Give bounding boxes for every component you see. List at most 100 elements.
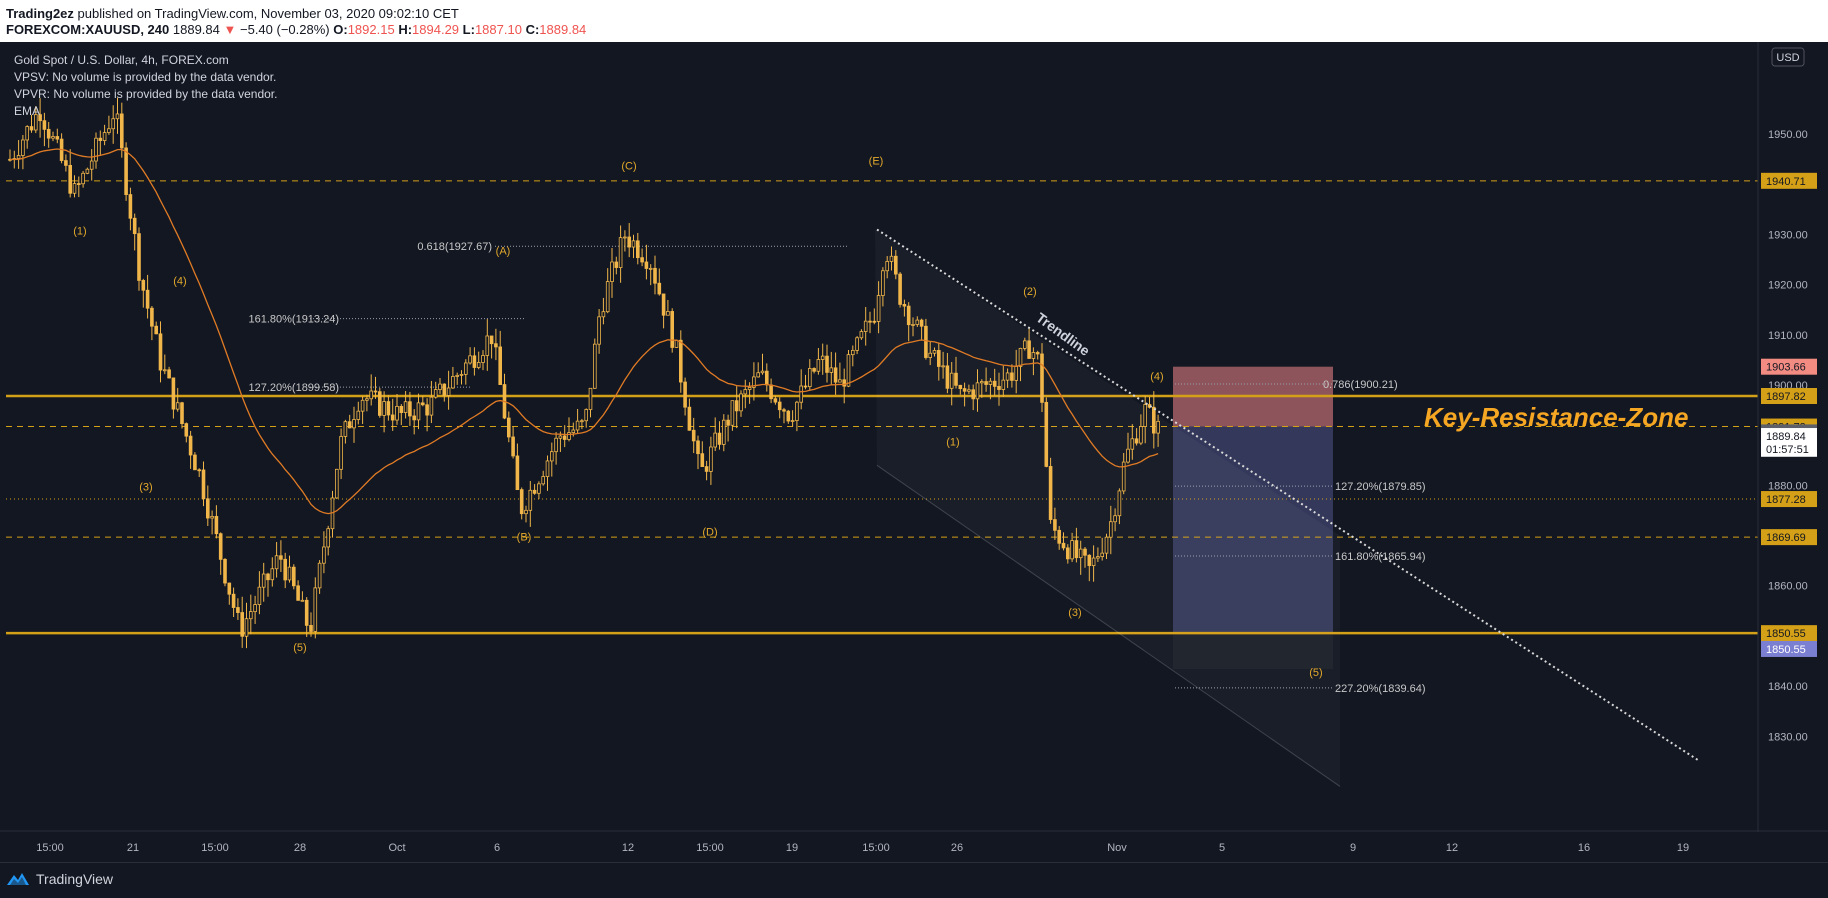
candle-body [765,370,769,386]
candle-body [188,435,193,456]
candle-body [197,469,202,472]
wave-label-1: (4) [173,276,186,288]
channel-lower-line [876,464,1341,787]
publish-line: Trading2ez published on TradingView.com,… [6,6,459,21]
candle-body [623,236,627,239]
candle-body [636,240,640,259]
wave-label-12: (4) [1150,371,1163,383]
candle-body [876,295,881,322]
price-badge-5 [1761,428,1817,445]
candle-body [1134,438,1139,444]
candle-body [631,240,636,248]
candle-body [949,372,954,389]
candle-body [154,325,159,335]
candle-body [438,383,442,390]
candle-body [1143,404,1148,427]
ohlc-line: FOREXCOM:XAUUSD, 240 1889.84 ▼ −5.40 (−0… [6,22,586,37]
candle-body [666,311,670,316]
candle-body [902,303,907,307]
price-badge-label-8: 1869.69 [1766,532,1806,544]
candle-body [253,604,257,613]
candle-body [567,432,571,440]
candle-body [1130,438,1135,450]
candle-body [971,389,975,400]
price-badge-label-0: 1940.71 [1766,176,1806,188]
wave-label-5: (B) [517,532,532,544]
candle-body [967,389,971,392]
candle-body [945,365,950,389]
candle-body [365,398,369,401]
ema-line [10,148,1159,515]
candle-body [601,311,606,318]
candle-body [1156,420,1160,434]
candle-body [1014,366,1018,381]
candle-body [1027,340,1031,359]
candle-body [752,376,756,388]
y-tick-11: 1950.00 [1768,129,1808,141]
fib-label-6: 227.20%(1839.64) [1335,683,1426,695]
candle-body [141,280,146,291]
x-tick-15: 16 [1578,842,1590,854]
candle-body [21,139,25,156]
price-badge-1 [1761,358,1817,375]
wave-label-7: (D) [702,527,717,539]
candle-body [309,625,313,632]
candle-body [1117,490,1122,517]
candle-body [1104,536,1109,554]
candle-body [541,476,545,485]
candle-body [120,113,124,149]
candle-body [408,401,412,417]
candle-body [756,372,760,378]
price-chart[interactable]: 0.618(1927.67) 161.80%(1913.24) 127.20%(18… [0,42,1828,862]
candle-body [1066,547,1070,560]
candle-body [167,369,171,379]
candle-body [992,380,997,387]
candle-body [812,368,816,372]
candle-body [730,400,735,426]
candle-body [773,398,778,403]
candle-body [373,390,378,393]
tradingview-logo[interactable]: TradingView [6,871,113,887]
x-tick-7: 15:00 [696,842,724,854]
candle-body [1031,352,1036,359]
candle-body [85,168,90,174]
candle-body [1048,466,1053,520]
candle-body [528,489,533,511]
candle-body [808,368,812,388]
x-tick-6: 12 [622,842,634,854]
candle-body [717,432,722,445]
candle-body [257,586,262,606]
candle-body [1078,548,1083,559]
candle-body [412,415,416,421]
time-axis[interactable]: 15:00 21 15:00 28 Oct 6 12 15:00 19 15:00 26 Nov 5 9 1… [36,842,1689,854]
candle-body [1044,401,1049,467]
candle-body [584,409,588,422]
candle-body [722,419,726,445]
price-badge-label-6: 01:57:51 [1766,444,1809,456]
candle-body [218,533,223,560]
candle-body [726,419,730,426]
candle-body [511,436,515,457]
candle-body [72,183,77,194]
candle-body [489,335,494,345]
candle-body [180,402,184,424]
candle-body [515,455,520,491]
candle-body [107,128,111,133]
candle-body [304,599,309,626]
y-tick-10: 1930.00 [1768,230,1808,242]
candle-body [838,379,842,383]
y-tick-1: 1840.00 [1768,681,1808,693]
candle-body [25,126,29,141]
candle-body [51,136,55,139]
candle-body [661,293,666,316]
candle-body [1083,548,1087,556]
candle-body [588,387,593,410]
candle-body [868,320,872,323]
candle-body [644,261,649,269]
candle-body [377,391,382,416]
publisher-name[interactable]: Trading2ez [6,6,74,21]
candle-body [1070,540,1074,560]
candle-body [958,384,963,389]
currency-badge[interactable]: USD [1771,47,1805,67]
candle-body [889,255,894,262]
